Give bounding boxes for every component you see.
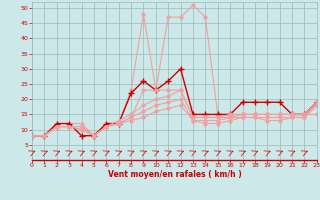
X-axis label: Vent moyen/en rafales ( km/h ): Vent moyen/en rafales ( km/h ) xyxy=(108,170,241,179)
